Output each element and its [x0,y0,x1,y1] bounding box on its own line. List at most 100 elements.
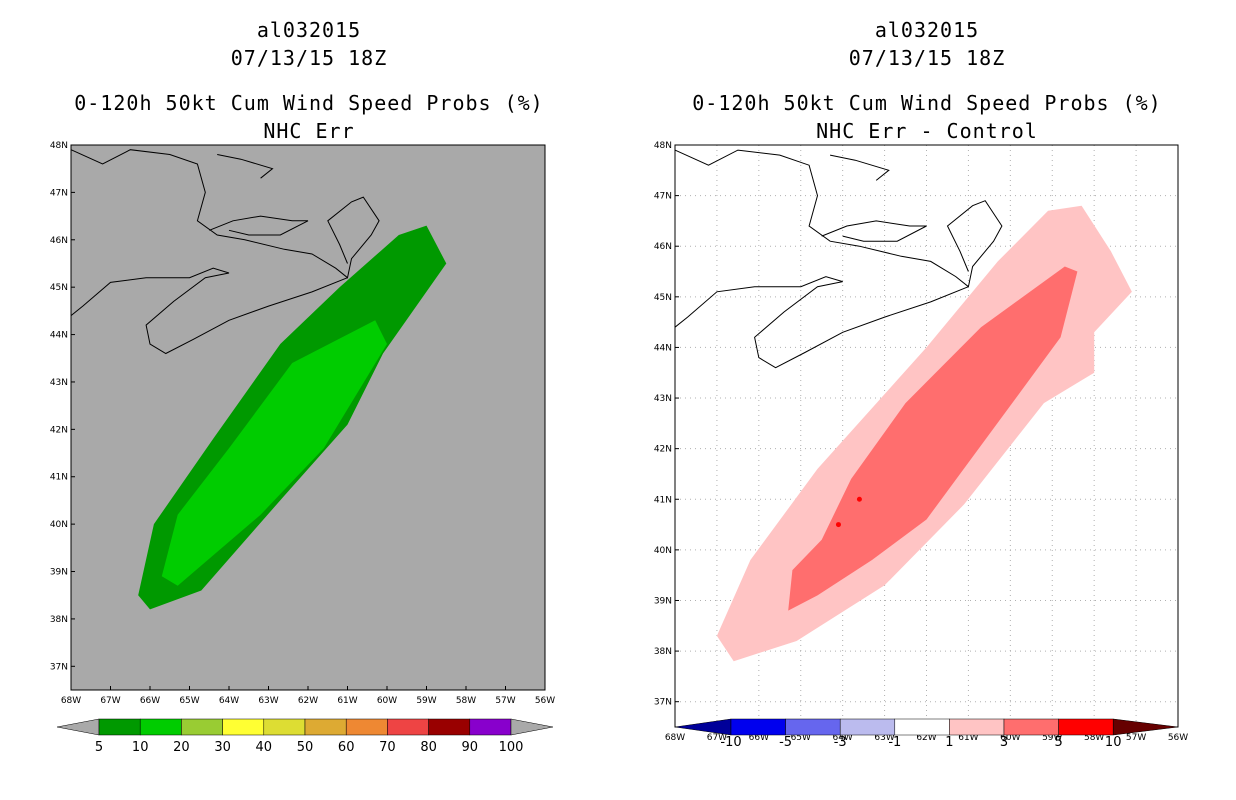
coastline [674,276,969,369]
colorbar-label: 70 [379,740,396,755]
lat-tick-label: 47N [50,188,68,198]
chart-title: 0-120h 50kt Cum Wind Speed Probs (%) [74,91,544,115]
lon-tick-label: 62W [916,733,936,743]
lon-tick-label: 56W [535,696,555,706]
lat-tick-label: 39N [50,568,68,578]
lon-tick-label: 57W [1126,733,1146,743]
coastline [821,220,927,242]
lat-tick-label: 46N [654,242,672,252]
colorbar-segment [98,718,141,736]
chart-title: 0-120h 50kt Cum Wind Speed Probs (%) [692,91,1162,115]
colorbar-label: 50 [297,740,314,755]
map-plot-left: 37N 38N 39N 40N 41N 42N 43N 44N 45N 46N 47N 48N 68W 6… [50,141,555,755]
valid-time: 07/13/15 18Z [230,46,388,70]
lon-tick-label: 62W [298,696,318,706]
lat-tick-label: 42N [654,445,672,455]
coastline [830,154,890,181]
lat-tick-label: 44N [50,331,68,341]
map-plot-right: 37N 38N 39N 40N 41N 42N 43N 44N 45N 46N 47N 48N 68W 6… [654,141,1188,750]
lat-tick-label: 37N [654,698,672,708]
valid-time: 07/13/15 18Z [848,46,1006,70]
colorbar-segment [387,718,429,736]
colorbar-segment [949,718,1005,736]
colorbar-segment [839,718,896,736]
lat-tick-label: 40N [50,520,68,530]
colorbar-segment [263,718,306,736]
lat-tick-label: 44N [654,343,672,353]
colorbar-label: 1 [945,735,953,750]
chart-subtitle: NHC Err [263,119,355,143]
lat-tick-label: 38N [50,615,68,625]
chart-panel-left: al032015 07/13/15 18Z 0-120h 50kt Cum Wi… [50,18,555,755]
lat-tick-label: 39N [654,596,672,606]
lon-tick-label: 66W [140,696,160,706]
lon-tick-label: 67W [100,696,120,706]
lon-tick-label: 64W [832,733,852,743]
colorbar-arrow-high [1112,718,1179,736]
colorbar-segment [1058,718,1114,736]
coastline [70,267,348,355]
contour-5-10 [856,496,862,502]
lon-tick-label: 67W [707,733,727,743]
colorbar-label: 5 [95,740,103,755]
colorbar-segment [894,718,950,736]
lat-tick-label: 38N [654,647,672,657]
lat-tick-label: 43N [50,378,68,388]
lat-tick-label: 46N [50,236,68,246]
colorbar-label: -3 [834,735,847,750]
colorbar-segment [428,718,471,736]
colorbar-segment [345,718,388,736]
lon-tick-label: 60W [377,696,397,706]
lon-tick-label: 65W [791,733,811,743]
lat-tick-label: 41N [654,495,672,505]
lon-tick-label: 64W [219,696,239,706]
storm-id: al032015 [874,18,980,42]
colorbar-label: 10 [132,740,149,755]
lon-tick-label: 66W [749,733,769,743]
lat-tick-label: 41N [50,473,68,483]
lat-tick-label: 45N [654,293,672,303]
lon-tick-label: 68W [61,696,81,706]
coastline [674,149,1003,288]
lon-tick-label: 58W [456,696,476,706]
coastline [217,154,274,179]
colorbar-segment [304,718,347,736]
lon-tick-label: 60W [1000,733,1020,743]
lon-tick-label: 56W [1168,733,1188,743]
lon-tick-label: 63W [874,733,894,743]
colorbar-segment [181,718,223,736]
colorbar-segment [222,718,265,736]
colorbar-label: 100 [499,740,524,755]
colorbar-segment [1003,718,1059,736]
colorbar-segment [139,718,182,736]
colorbar-label: 30 [214,740,231,755]
colorbar-label: -10 [720,735,741,750]
lat-tick-label: 40N [654,546,672,556]
lon-tick-label: 57W [495,696,515,706]
lat-tick-label: 37N [50,662,68,672]
contour-5-10 [835,522,841,528]
contour-3-5 [788,266,1078,611]
lat-tick-label: 42N [50,425,68,435]
colorbar-segment [469,718,512,736]
chart-panel-right: al032015 07/13/15 18Z 0-120h 50kt Cum Wi… [618,0,1236,800]
lon-tick-label: 61W [337,696,357,706]
coastline [70,149,380,279]
coastline [209,215,309,236]
lon-tick-label: 68W [665,733,685,743]
contour-10-20 [161,320,387,586]
colorbar-label: 80 [420,740,437,755]
colorbar-label: -5 [779,735,792,750]
lon-tick-label: 61W [958,733,978,743]
colorbar-label: 40 [256,740,273,755]
colorbar-segment [730,718,786,736]
colorbar-label: 20 [173,740,190,755]
colorbar-label: 90 [462,740,479,755]
lat-tick-label: 47N [654,192,672,202]
colorbar-label: 10 [1105,735,1122,750]
colorbar-label: 60 [338,740,355,755]
lat-tick-label: 45N [50,283,68,293]
storm-id: al032015 [256,18,362,42]
colorbar-label: -1 [888,735,901,750]
lat-tick-label: 48N [50,141,68,151]
